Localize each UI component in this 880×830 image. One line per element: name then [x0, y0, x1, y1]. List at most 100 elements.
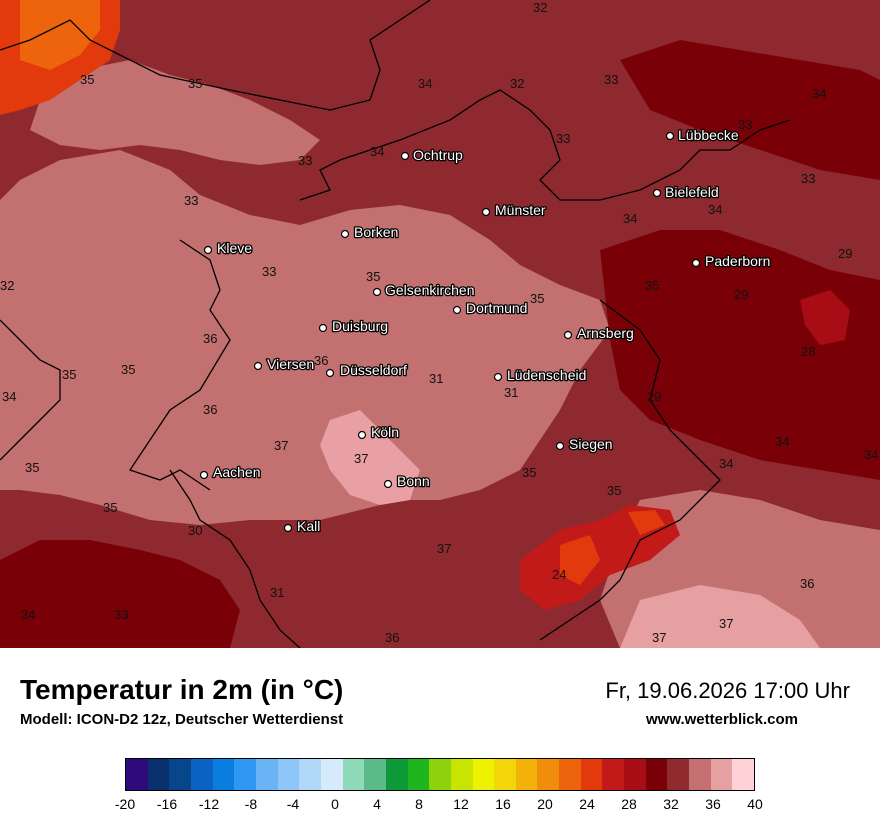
website-link[interactable]: www.wetterblick.com: [646, 711, 798, 728]
svg-text:Arnsberg: Arnsberg: [577, 325, 634, 341]
value-label: 32: [533, 0, 547, 15]
legend-tick-label: -8: [244, 796, 258, 812]
value-label: 37: [719, 616, 733, 631]
legend-tick-label: -4: [286, 796, 300, 812]
legend-swatch: [126, 759, 148, 790]
value-label: 36: [800, 576, 814, 591]
value-label: 33: [801, 171, 815, 186]
value-label: 24: [552, 567, 566, 582]
value-label: 36: [314, 353, 328, 368]
value-label: 34: [418, 76, 432, 91]
value-label: 29: [838, 246, 852, 261]
legend-swatch: [710, 759, 733, 790]
border-line-west: [128, 239, 231, 491]
border-line-state: [299, 89, 791, 201]
value-label: 33: [184, 193, 198, 208]
value-label: 35: [530, 291, 544, 306]
legend-tick-label: 32: [663, 796, 679, 812]
border-line-nl: [0, 0, 431, 111]
city-luebbecke: Lübbecke: [665, 126, 740, 144]
value-label: 34: [370, 144, 384, 159]
value-label: 37: [354, 451, 368, 466]
svg-text:Borken: Borken: [354, 224, 398, 240]
legend-swatch: [190, 759, 213, 790]
value-label: 30: [188, 523, 202, 538]
legend-swatch: [234, 759, 256, 790]
value-label: 29: [647, 389, 661, 404]
legend-swatch: [494, 759, 516, 790]
legend-swatch: [624, 759, 646, 790]
legend-tick-label: -16: [156, 796, 178, 812]
temperature-map: 32 34 32 33 34 35 35 33 34 33 33 33 34 3…: [0, 0, 880, 648]
value-label: 35: [25, 460, 39, 475]
city-ochtrup: Ochtrup: [400, 146, 464, 164]
legend-swatch: [255, 759, 278, 790]
svg-text:Kleve: Kleve: [217, 240, 252, 256]
legend-tick-label: 24: [579, 796, 595, 812]
legend-swatch: [364, 759, 386, 790]
legend-swatch: [645, 759, 668, 790]
legend-swatch: [689, 759, 711, 790]
svg-text:Siegen: Siegen: [569, 436, 613, 452]
city-aachen: Aachen: [199, 463, 262, 481]
value-label: 35: [188, 76, 202, 91]
city-siegen: Siegen: [555, 435, 614, 453]
city-paderborn: Paderborn: [691, 252, 772, 270]
legend-tick-label: 28: [621, 796, 637, 812]
legend-tick-label: 20: [537, 796, 553, 812]
value-label: 36: [203, 331, 217, 346]
value-label: 33: [604, 72, 618, 87]
border-line-south: [169, 469, 301, 648]
value-label: 34: [21, 607, 35, 622]
city-bielefeld: Bielefeld: [652, 183, 720, 201]
value-label: 31: [504, 385, 518, 400]
legend-tick-label: -12: [198, 796, 220, 812]
svg-text:Köln: Köln: [371, 424, 399, 440]
city-luedenscheid: Lüdenscheid: [493, 366, 588, 384]
city-dortmund: Dortmund: [452, 299, 529, 317]
legend-swatch: [407, 759, 430, 790]
legend-tick-label: 36: [705, 796, 721, 812]
value-label: 37: [274, 438, 288, 453]
value-label: 33: [738, 117, 752, 132]
value-label: 31: [270, 585, 284, 600]
forecast-datetime: Fr, 19.06.2026 17:00 Uhr: [605, 678, 850, 703]
legend-swatch: [667, 759, 690, 790]
value-label: 32: [0, 278, 14, 293]
legend-swatch: [299, 759, 321, 790]
legend-swatch: [472, 759, 495, 790]
value-label: 37: [437, 541, 451, 556]
legend-tick-label: 8: [415, 796, 423, 812]
value-label: 35: [645, 278, 659, 293]
value-label: 32: [510, 76, 524, 91]
temperature-field-29-far-east: [800, 290, 850, 345]
legend-swatch: [277, 759, 300, 790]
temperature-field-22-b: [628, 510, 665, 535]
legend-tick-label: -20: [114, 796, 136, 812]
value-label: 28: [801, 344, 815, 359]
svg-text:Bielefeld: Bielefeld: [665, 184, 719, 200]
value-label: 36: [385, 630, 399, 645]
legend-swatch: [429, 759, 451, 790]
legend-swatch: [515, 759, 538, 790]
temperature-field-20-northwest: [20, 0, 100, 70]
temperature-field-29: [600, 230, 880, 480]
legend-swatch: [732, 759, 755, 790]
value-label: 34: [708, 202, 722, 217]
legend-swatch: [169, 759, 191, 790]
legend-swatch: [559, 759, 581, 790]
temperature-field-35: [0, 150, 610, 525]
value-label: 35: [366, 269, 380, 284]
svg-text:Kall: Kall: [297, 518, 320, 534]
color-legend: [125, 758, 755, 791]
value-label: 33: [114, 607, 128, 622]
city-borken: Borken: [340, 223, 400, 241]
value-label: 35: [103, 500, 117, 515]
legend-swatch: [537, 759, 560, 790]
legend-swatch: [602, 759, 625, 790]
legend-swatch: [212, 759, 235, 790]
footer: [0, 648, 880, 830]
svg-text:Duisburg: Duisburg: [332, 318, 388, 334]
value-label: 33: [298, 153, 312, 168]
city-arnsberg: Arnsberg: [563, 324, 635, 342]
